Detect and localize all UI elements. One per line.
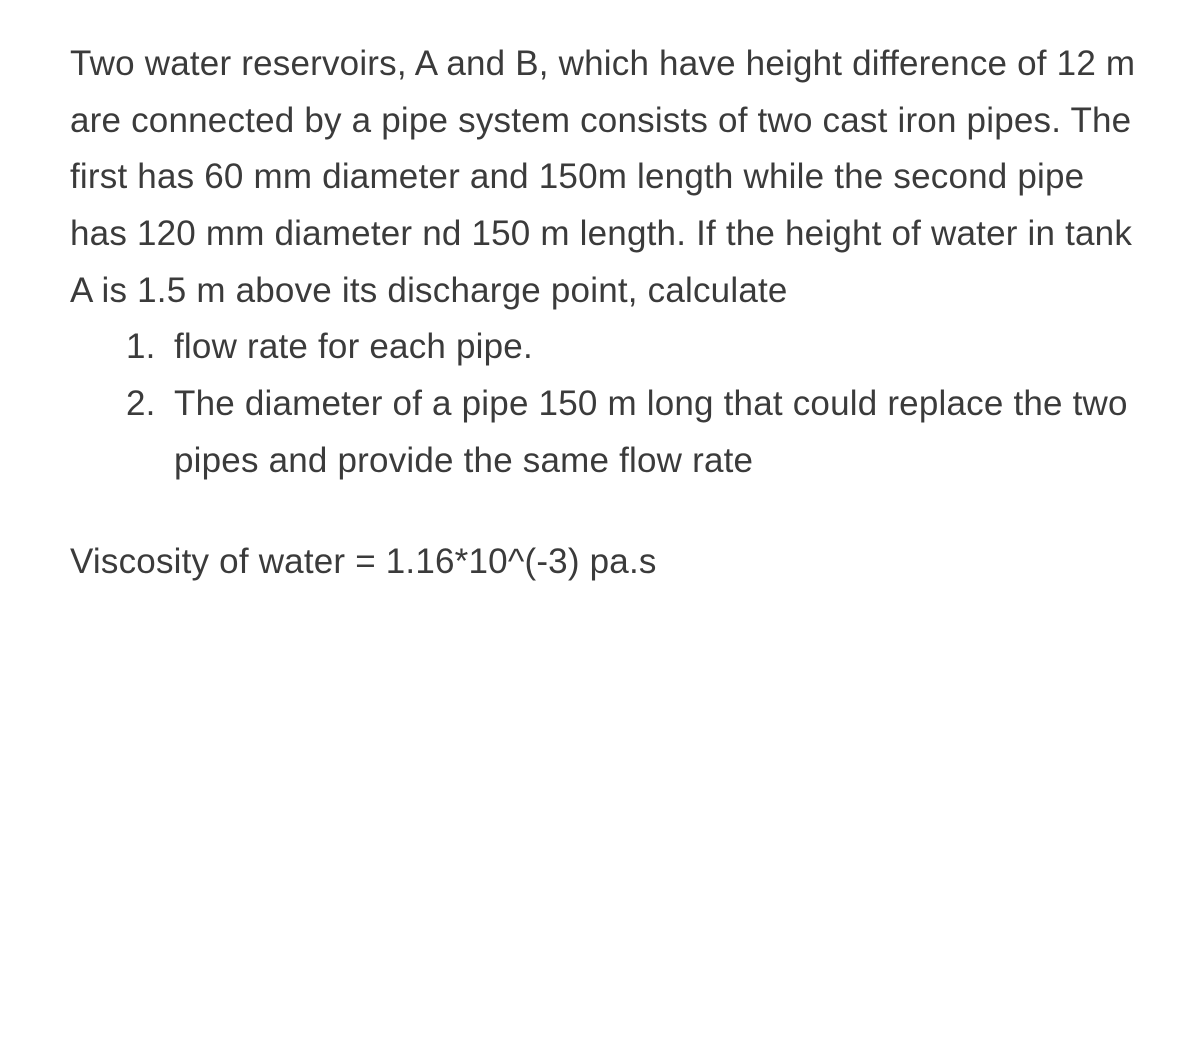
problem-statement: Two water reservoirs, A and B, which hav… [70, 36, 1140, 319]
list-text: flow rate for each pipe. [174, 319, 1140, 376]
question-list: 1. flow rate for each pipe. 2. The diame… [70, 319, 1140, 489]
spacer [70, 490, 1140, 534]
problem-document: Two water reservoirs, A and B, which hav… [0, 0, 1200, 630]
list-text: The diameter of a pipe 150 m long that c… [174, 376, 1140, 489]
list-number: 1. [126, 319, 174, 376]
list-number: 2. [126, 376, 174, 433]
list-item: 1. flow rate for each pipe. [126, 319, 1140, 376]
viscosity-note: Viscosity of water = 1.16*10^(-3) pa.s [70, 534, 1140, 591]
list-item: 2. The diameter of a pipe 150 m long tha… [126, 376, 1140, 489]
